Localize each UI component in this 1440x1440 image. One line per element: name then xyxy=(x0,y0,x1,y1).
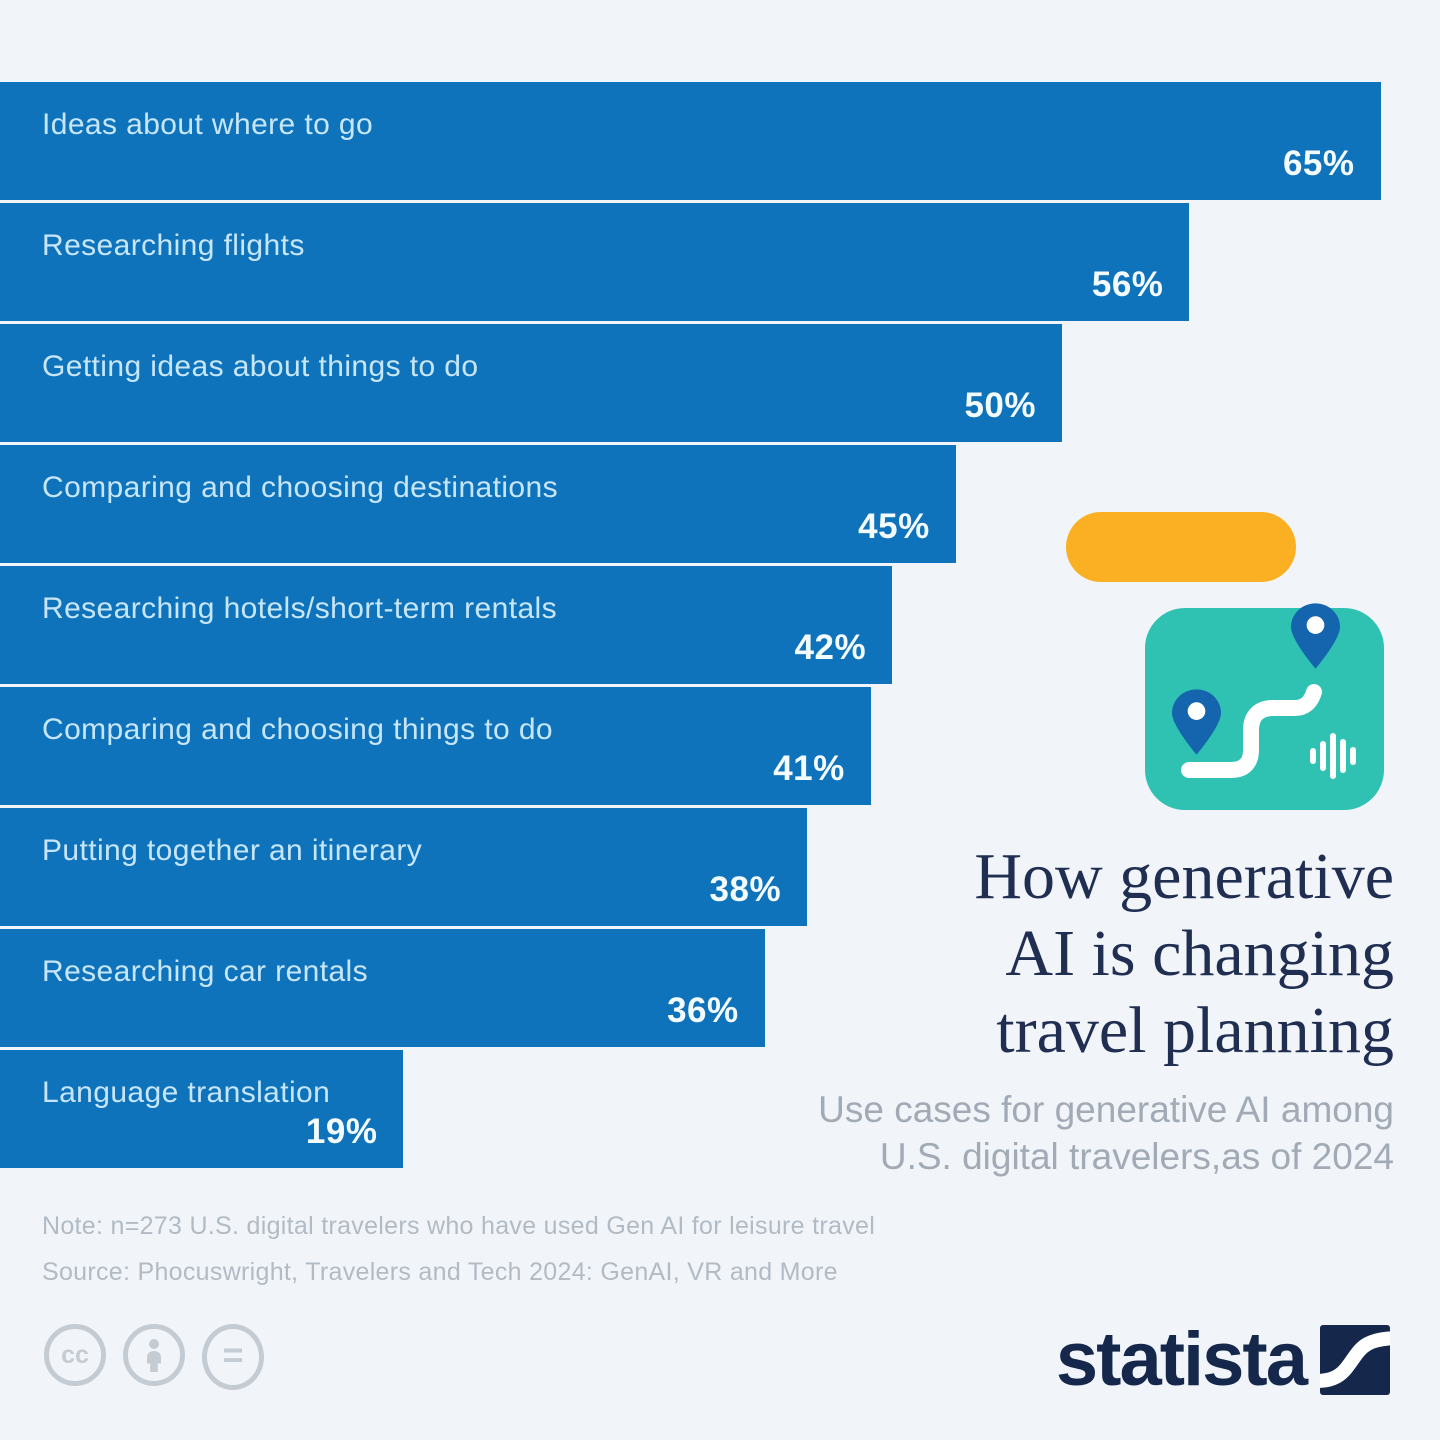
audio-wave-icon xyxy=(1310,733,1356,779)
bar-category-label: Researching car rentals xyxy=(42,955,369,988)
bar-value-label: 50% xyxy=(964,386,1036,425)
title-line: travel planning xyxy=(996,994,1394,1067)
bar-row: Comparing and choosing destinations 45% xyxy=(0,445,956,563)
subtitle-line: Use cases for generative AI among xyxy=(818,1089,1394,1130)
map-illustration xyxy=(1145,608,1384,810)
subtitle-line: U.S. digital travelers,as of 2024 xyxy=(879,1136,1394,1177)
statista-wordmark: statista xyxy=(1055,1317,1308,1402)
bar-category-label: Language translation xyxy=(42,1076,331,1109)
bar-chart: Ideas about where to go 65% Researching fl… xyxy=(0,82,1440,1171)
title-line: How generative xyxy=(974,840,1394,913)
bar-row: Researching flights 56% xyxy=(0,203,1190,321)
bar-value-label: 56% xyxy=(1091,265,1164,304)
cc-icon-label: cc xyxy=(61,1340,89,1369)
bar-category-label: Researching hotels/short-term rentals xyxy=(42,592,558,625)
bar-category-label: Ideas about where to go xyxy=(42,108,374,141)
bar-category-label: Putting together an itinerary xyxy=(42,834,423,867)
bar-category-label: Comparing and choosing things to do xyxy=(42,713,553,746)
highlight-pill xyxy=(1066,512,1296,582)
location-pin-icon xyxy=(1172,689,1221,755)
note-text: Note: n=273 U.S. digital travelers who h… xyxy=(42,1212,876,1240)
chart-title: How generative AI is changing travel pla… xyxy=(694,838,1394,1069)
bar-value-label: 19% xyxy=(305,1112,378,1151)
bar-category-label: Comparing and choosing destinations xyxy=(42,471,558,504)
location-pin-icon xyxy=(1291,603,1340,669)
bar-value-label: 38% xyxy=(709,870,782,909)
bar-row: Getting ideas about things to do 50% xyxy=(0,324,1062,442)
cc-nd-equals-icon: = xyxy=(202,1324,264,1390)
title-line: AI is changing xyxy=(1005,917,1394,990)
bar-row: Language translation 19% xyxy=(0,1050,404,1168)
bar-row: Researching car rentals 36% xyxy=(0,929,765,1047)
bar-row: Putting together an itinerary 38% xyxy=(0,808,808,926)
route-path-icon xyxy=(1181,684,1322,778)
bar-row: Researching hotels/short-term rentals 42% xyxy=(0,566,893,684)
statista-logo-icon xyxy=(1320,1324,1390,1395)
bar-row: Comparing and choosing things to do 41% xyxy=(0,687,871,805)
bar-value-label: 45% xyxy=(858,507,930,546)
bar-value-label: 65% xyxy=(1282,144,1355,183)
bar-value-label: 41% xyxy=(773,749,845,788)
bar-value-label: 36% xyxy=(667,991,739,1030)
bar-category-label: Getting ideas about things to do xyxy=(42,350,479,383)
cc-by-person-icon xyxy=(123,1324,185,1386)
equals-icon-label: = xyxy=(222,1334,244,1375)
cc-icon: cc xyxy=(44,1324,106,1386)
source-text: Source: Phocuswright, Travelers and Tech… xyxy=(42,1258,838,1286)
bar-row: Ideas about where to go 65% xyxy=(0,82,1381,200)
bar-value-label: 42% xyxy=(794,628,867,667)
chart-subtitle: Use cases for generative AI among U.S. d… xyxy=(634,1086,1394,1180)
statista-logo: statista xyxy=(1056,1316,1390,1403)
bar-category-label: Researching flights xyxy=(42,229,305,262)
license-icons: cc = xyxy=(44,1324,264,1390)
